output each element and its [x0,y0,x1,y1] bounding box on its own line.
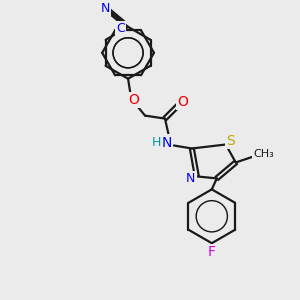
Text: N: N [186,172,196,185]
Text: O: O [129,93,140,107]
Text: F: F [208,245,216,259]
Text: N: N [162,136,172,149]
Text: C: C [116,22,125,34]
Text: N: N [101,2,110,15]
Text: H: H [151,136,161,149]
Text: CH₃: CH₃ [253,149,274,160]
Text: O: O [178,94,188,109]
Text: S: S [226,134,235,148]
